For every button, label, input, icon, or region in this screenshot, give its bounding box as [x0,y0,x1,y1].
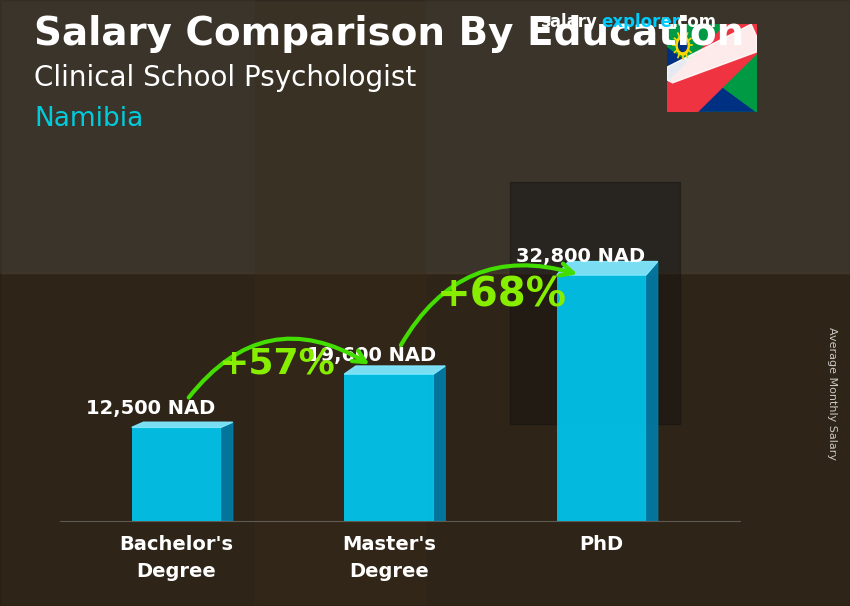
Text: explorer: explorer [601,13,680,32]
Polygon shape [557,262,658,275]
Bar [132,427,221,521]
Polygon shape [132,422,233,427]
Text: 12,500 NAD: 12,500 NAD [86,399,216,418]
Polygon shape [667,24,756,83]
Text: .com: .com [672,13,717,32]
Polygon shape [646,262,658,521]
Text: +57%: +57% [218,347,335,381]
Text: Namibia: Namibia [34,106,144,132]
Polygon shape [667,24,756,112]
Polygon shape [667,24,756,112]
Bar [344,374,434,521]
Text: 32,800 NAD: 32,800 NAD [516,247,644,266]
Circle shape [678,39,687,52]
Polygon shape [434,366,445,521]
Text: 19,600 NAD: 19,600 NAD [308,346,436,365]
Text: Average Monthly Salary: Average Monthly Salary [827,327,837,461]
Polygon shape [667,24,756,112]
Text: salary: salary [540,13,597,32]
Polygon shape [344,366,445,374]
Bar [557,275,646,521]
Text: Salary Comparison By Education: Salary Comparison By Education [34,15,745,53]
Text: +68%: +68% [437,276,566,316]
Polygon shape [221,422,233,521]
Circle shape [677,36,689,55]
Text: Clinical School Psychologist: Clinical School Psychologist [34,64,416,92]
